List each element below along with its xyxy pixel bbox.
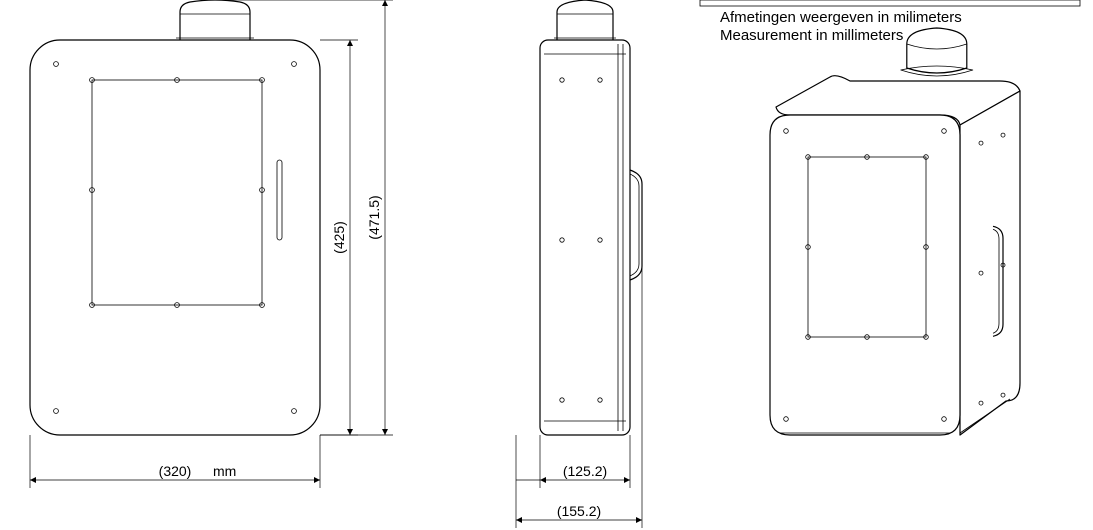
dimension-label: (155.2) [557, 503, 601, 519]
caption-line-2: Measurement in millimeters [720, 27, 903, 44]
dimension-label: (125.2) [563, 463, 607, 479]
caption-line-1: Afmetingen weergeven in milimeters [720, 9, 962, 26]
dimension-label: (471.5) [366, 195, 382, 239]
front-view [30, 0, 320, 435]
dimension-label: (425) [331, 221, 347, 254]
side-view [540, 0, 642, 435]
isometric-view [770, 28, 1020, 435]
dimension-unit: mm [213, 463, 236, 479]
dimension-label: (320) [159, 463, 192, 479]
